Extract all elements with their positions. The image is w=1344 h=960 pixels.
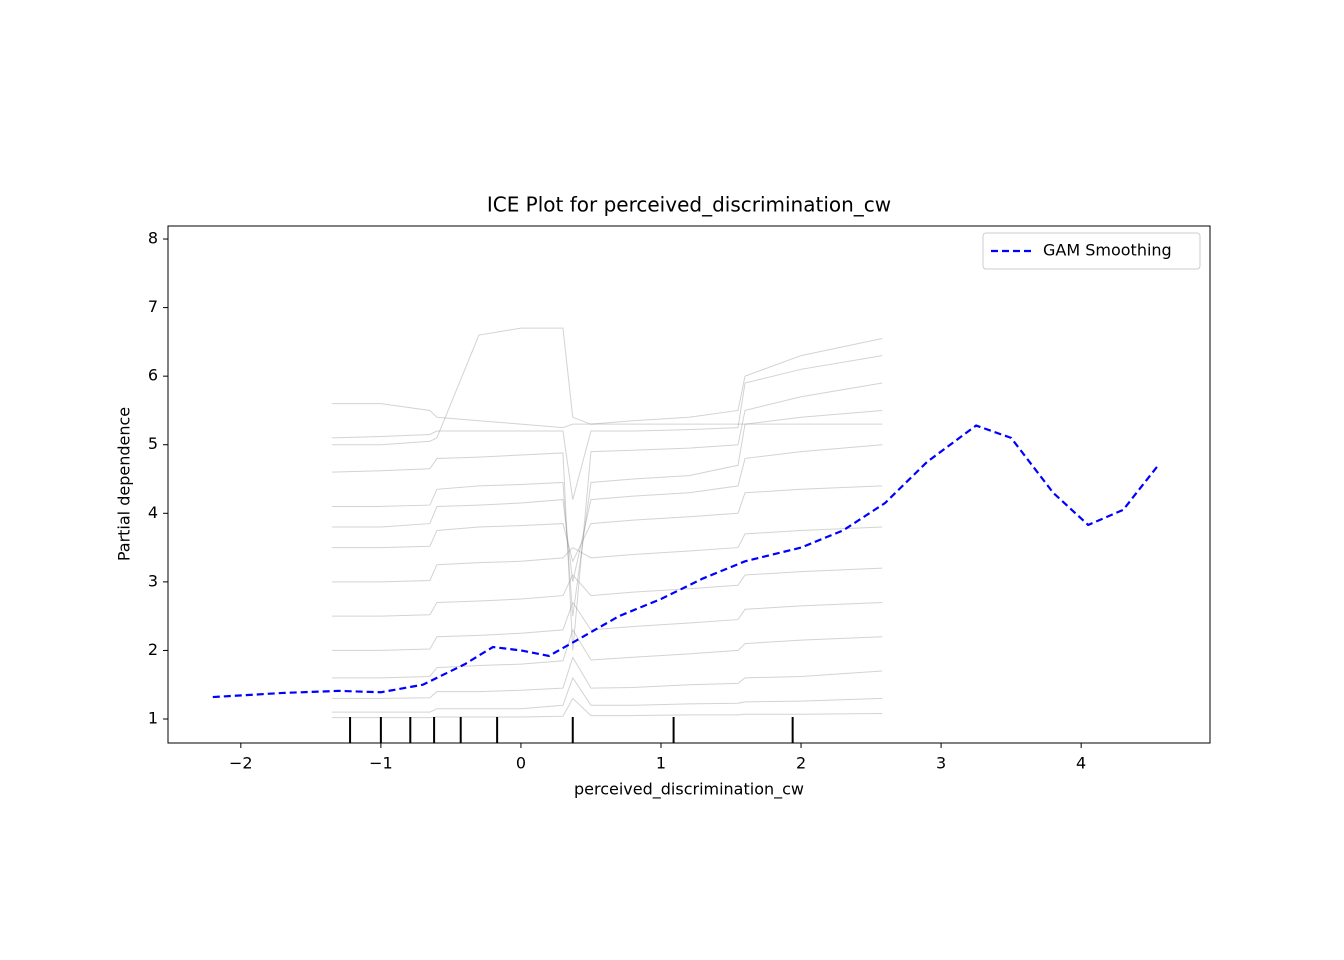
plot-frame (167, 225, 1211, 744)
x-tick-label: −2 (229, 754, 253, 773)
ice-line (331, 444, 883, 582)
y-tick-label: 8 (148, 229, 158, 248)
x-tick-label: 2 (796, 754, 806, 773)
ice-line (331, 526, 883, 583)
ice-line (331, 337, 883, 429)
y-tick-label: 2 (148, 640, 158, 659)
ice-line (331, 628, 883, 679)
ice-line (331, 355, 883, 500)
ice-line (331, 485, 883, 563)
y-tick-label: 6 (148, 366, 158, 385)
y-tick-label: 3 (148, 571, 158, 590)
x-tick-label: −1 (369, 754, 393, 773)
ice-line (331, 409, 883, 617)
x-tick-label: 4 (1076, 754, 1086, 773)
legend-box (982, 232, 1201, 270)
x-tick-label: 1 (656, 754, 666, 773)
y-tick-label: 1 (148, 709, 158, 728)
ice-line (331, 656, 883, 699)
y-tick-label: 5 (148, 434, 158, 453)
ice-line (331, 567, 883, 617)
chart-title: ICE Plot for perceived_discrimination_cw (487, 193, 891, 217)
gam-line (212, 424, 1160, 699)
x-axis-label: perceived_discrimination_cw (574, 780, 804, 800)
ice-line (331, 697, 883, 719)
ice-line (331, 676, 883, 713)
ice-line (331, 327, 883, 446)
y-axis-label: Partial dependence (115, 407, 134, 561)
x-tick-label: 3 (936, 754, 946, 773)
x-tick-label: 0 (516, 754, 526, 773)
legend-label: GAM Smoothing (1043, 241, 1172, 260)
ice-line (331, 382, 883, 651)
y-tick-label: 7 (148, 297, 158, 316)
ice-line (331, 601, 883, 651)
y-tick-label: 4 (148, 503, 158, 522)
